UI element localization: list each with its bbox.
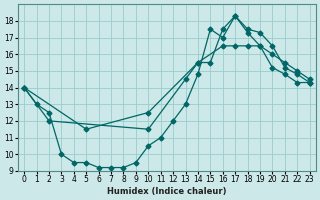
X-axis label: Humidex (Indice chaleur): Humidex (Indice chaleur) [107,187,227,196]
